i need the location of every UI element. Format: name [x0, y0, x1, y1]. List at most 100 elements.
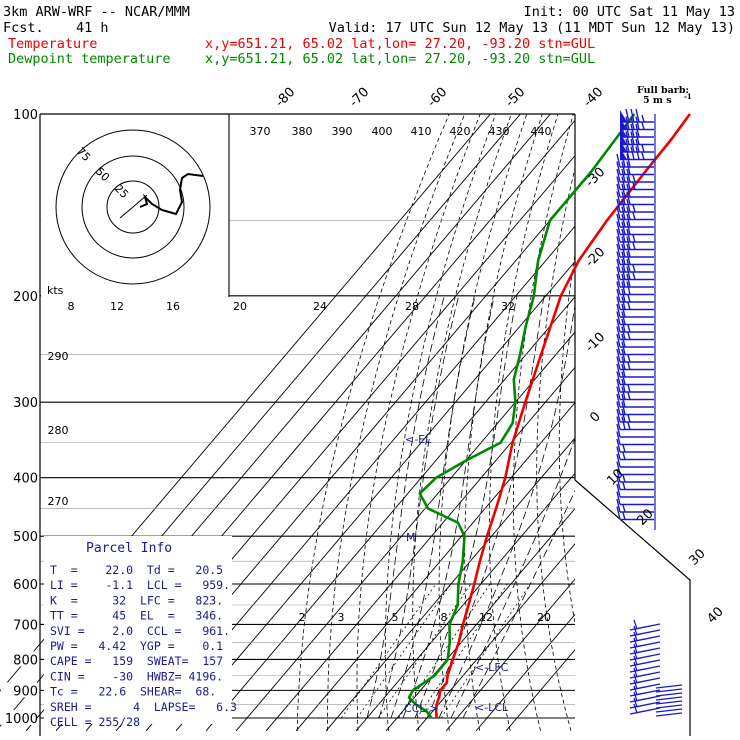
- wind-barb: [616, 453, 654, 468]
- pressure-label: 200: [13, 290, 38, 305]
- isotherm-label: -40: [581, 85, 607, 111]
- isotherm-line: [355, 472, 575, 732]
- wind-barb: [655, 708, 683, 713]
- wind-barb: [616, 461, 654, 476]
- isotherm-line: [385, 507, 575, 732]
- wind-barb: [655, 704, 683, 709]
- pressure-label: 500: [13, 530, 38, 545]
- dry-adiabat: [701, 114, 740, 731]
- wind-barbs: [616, 108, 683, 717]
- wind-barb: [616, 476, 654, 491]
- moist-adiabat: [366, 295, 445, 719]
- theta-label: 420: [450, 125, 471, 138]
- sounding-traces: [407, 113, 691, 719]
- dry-adiabat: [384, 114, 497, 731]
- model-name: 3km ARW-WRF -- NCAR/MMM: [3, 4, 190, 20]
- wind-barb: [616, 236, 654, 251]
- parcel-info-row: LI = -1.1 LCL = 959.: [50, 578, 230, 592]
- theta-e-label: 32: [501, 300, 515, 313]
- hodograph-trace: [139, 172, 204, 216]
- wind-barb: [616, 326, 654, 341]
- hodograph-axes: [119, 194, 148, 219]
- hodograph-ring: [81, 155, 185, 259]
- level-marker-el: <-EL: [405, 433, 432, 446]
- wind-barb: [616, 311, 654, 326]
- level-marker-lfc: <-LFC: [475, 661, 509, 674]
- wind-barb: [616, 221, 654, 236]
- forecast-label: Fcst.: [3, 20, 44, 36]
- wind-barb: [616, 446, 654, 461]
- right-axis-slant: [574, 479, 691, 736]
- wind-barb: [655, 692, 683, 697]
- wind-barb: [616, 176, 654, 191]
- isotherm-line: [415, 543, 575, 732]
- left-theta-label: 270: [48, 495, 69, 508]
- wind-barb: [616, 206, 654, 221]
- wind-barb: [616, 506, 654, 521]
- wind-barb: [616, 348, 654, 363]
- wind-barb: [616, 386, 654, 401]
- theta-label: 390: [332, 125, 353, 138]
- theta-e-label: 24: [313, 300, 327, 313]
- wind-barb: [616, 498, 654, 513]
- isotherm-line: [265, 366, 575, 732]
- pressure-label: 900: [13, 684, 38, 699]
- isotherm-line: [175, 260, 575, 732]
- wind-barb: [616, 273, 654, 288]
- dry-adiabat: [683, 114, 740, 731]
- wind-barb: [616, 266, 654, 281]
- theta-label: 400: [372, 125, 393, 138]
- dry-adiabat: [513, 114, 574, 731]
- mixing-ratio-label: 3: [338, 611, 345, 624]
- dewpoint-trace: [407, 113, 636, 719]
- wind-barb: [616, 296, 654, 311]
- temperature-location-info: x,y=651.21, 65.02 lat,lon= 27.20, -93.20…: [205, 36, 595, 52]
- wind-barb: [620, 138, 654, 153]
- parcel-info-row: SVI = 2.0 CCL = 961.: [50, 624, 230, 638]
- dewpoint-legend: Dewpoint temperature: [8, 51, 171, 67]
- parcel-info-row: CAPE = 159 SWEAT= 157: [50, 654, 223, 668]
- wind-barb: [616, 333, 654, 348]
- isotherm-line: [145, 225, 575, 732]
- left-theta-label: 290: [48, 350, 69, 363]
- moist-adiabat: [402, 295, 495, 719]
- hodograph-ring: [55, 129, 211, 285]
- moist-adiabat: [450, 436, 575, 719]
- dry-adiabat: [356, 114, 481, 731]
- wind-barb: [616, 468, 654, 483]
- isotherm-label: 30: [686, 546, 708, 568]
- pressure-label: 100: [13, 108, 38, 123]
- wind-barb: [655, 700, 683, 705]
- barb-legend: Full barb: 5 m s -1: [637, 85, 692, 106]
- wind-barb: [655, 688, 683, 693]
- wind-barb: [616, 371, 654, 386]
- wind-barb: [616, 431, 654, 446]
- wind-barb: [629, 703, 661, 715]
- isotherm-line: [205, 296, 575, 732]
- barb-legend-title: Full barb:: [637, 85, 689, 96]
- hodograph-background: [41, 115, 229, 297]
- wind-barb: [655, 684, 683, 689]
- dry-adiabat: [644, 114, 723, 731]
- header: 3km ARW-WRF -- NCAR/MMM Fcst. 41 h Init:…: [3, 4, 735, 67]
- valid-time: Valid: 17 UTC Sun 12 May 13 (11 MDT Sun …: [329, 20, 735, 36]
- theta-label: 370: [250, 125, 271, 138]
- wind-barb: [616, 168, 654, 183]
- parcel-info-row: T = 22.0 Td = 20.5: [50, 563, 223, 577]
- pressure-label: 800: [13, 653, 38, 668]
- wind-barb: [616, 341, 654, 356]
- wind-barb: [616, 258, 654, 273]
- parcel-info-title: Parcel Info: [86, 541, 172, 556]
- wind-barb: [616, 423, 654, 438]
- wind-barb: [616, 401, 654, 416]
- isotherm-label: 40: [704, 604, 726, 626]
- isotherm-label: -30: [583, 165, 609, 191]
- hodograph-units-label: kts: [47, 284, 64, 297]
- left-theta-label: 280: [48, 424, 69, 437]
- theta-e-label: 20: [233, 300, 247, 313]
- parcel-info-row: PW = 4.42 YGP = 0.1: [50, 639, 223, 653]
- moist-adiabat: [426, 295, 545, 719]
- dry-adiabat: [663, 114, 740, 731]
- pressure-label: 400: [13, 472, 38, 487]
